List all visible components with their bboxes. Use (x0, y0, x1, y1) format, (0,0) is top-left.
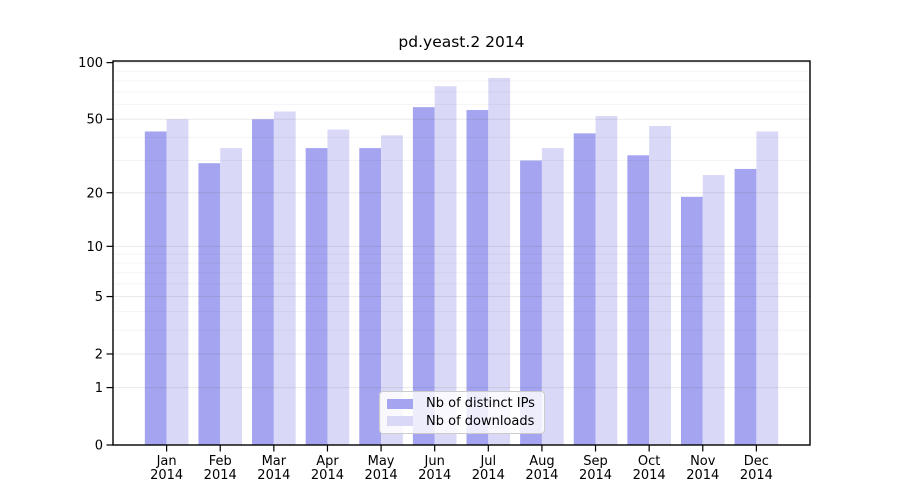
bar-downloads-feb (220, 148, 243, 445)
bar-downloads-jun (434, 86, 457, 445)
bar-downloads-jul (488, 77, 511, 445)
x-tick-label-month-dec: Dec (744, 454, 769, 469)
x-tick-label-year-sep: 2014 (579, 468, 612, 483)
y-tick-label-1: 1 (95, 381, 103, 396)
bar-distinct-ips-jun (412, 107, 435, 445)
x-tick-label-month-aug: Aug (529, 454, 554, 469)
x-tick-label-year-jul: 2014 (472, 468, 505, 483)
bar-distinct-ips-apr (305, 148, 328, 445)
x-tick-label-month-sep: Sep (583, 454, 608, 469)
bar-distinct-ips-sep (573, 133, 596, 445)
x-tick-label-year-nov: 2014 (686, 468, 719, 483)
x-tick-label-month-feb: Feb (209, 454, 232, 469)
y-tick-label-2: 2 (95, 347, 103, 362)
x-tick-label-year-dec: 2014 (740, 468, 773, 483)
bar-downloads-oct (649, 126, 671, 445)
legend-item-downloads: Nb of downloads (387, 414, 537, 429)
chart-title: pd.yeast.2 2014 (398, 33, 525, 51)
legend-swatch-downloads (387, 416, 413, 427)
bar-downloads-aug (541, 148, 564, 445)
bar-distinct-ips-mar (252, 119, 274, 446)
bar-distinct-ips-jul (466, 110, 489, 446)
legend-label-downloads: Nb of downloads (426, 413, 535, 429)
bar-downloads-jan (166, 119, 189, 446)
x-tick-label-month-nov: Nov (690, 454, 716, 469)
bar-downloads-mar (273, 111, 296, 446)
x-tick-label-year-mar: 2014 (257, 468, 290, 483)
bar-downloads-apr (327, 129, 350, 446)
legend-item-distinct-ips: Nb of distinct IPs (387, 396, 537, 411)
y-tick-label-20: 20 (86, 186, 103, 201)
x-tick-label-month-jun: Jun (424, 454, 445, 469)
y-tick-label-5: 5 (95, 290, 103, 305)
legend-label-distinct-ips: Nb of distinct IPs (426, 396, 535, 412)
x-tick-label-month-oct: Oct (638, 454, 660, 469)
x-tick-label-month-may: May (368, 454, 395, 469)
bar-distinct-ips-jan (144, 131, 167, 445)
x-tick-label-year-jun: 2014 (418, 468, 451, 483)
legend-swatch-distinct-ips (387, 398, 413, 409)
x-tick-label-year-oct: 2014 (633, 468, 666, 483)
y-tick-label-10: 10 (86, 240, 103, 255)
bar-downloads-may (381, 135, 403, 445)
y-tick-label-0: 0 (95, 439, 103, 454)
bar-distinct-ips-oct (627, 155, 650, 446)
y-tick-label-50: 50 (86, 113, 103, 128)
x-tick-label-month-jul: Jul (479, 454, 496, 469)
legend-box: Nb of distinct IPs Nb of downloads (379, 391, 545, 434)
x-tick-label-year-aug: 2014 (525, 468, 558, 483)
bar-distinct-ips-aug (520, 160, 542, 446)
x-tick-label-year-feb: 2014 (204, 468, 237, 483)
x-tick-label-year-may: 2014 (365, 468, 398, 483)
bar-distinct-ips-may (359, 148, 382, 445)
bar-distinct-ips-feb (198, 163, 221, 445)
x-tick-label-year-jan: 2014 (150, 468, 183, 483)
bar-downloads-sep (595, 116, 618, 446)
x-tick-label-month-apr: Apr (316, 454, 339, 469)
plot-frame (112, 60, 811, 446)
x-tick-label-month-mar: Mar (262, 454, 287, 469)
x-tick-label-month-jan: Jan (156, 454, 177, 469)
bar-distinct-ips-nov (680, 196, 703, 445)
bar-distinct-ips-dec (734, 168, 757, 446)
bar-downloads-dec (756, 131, 779, 445)
y-tick-label-100: 100 (78, 56, 103, 71)
x-tick-label-year-apr: 2014 (311, 468, 344, 483)
bar-downloads-nov (702, 175, 725, 445)
